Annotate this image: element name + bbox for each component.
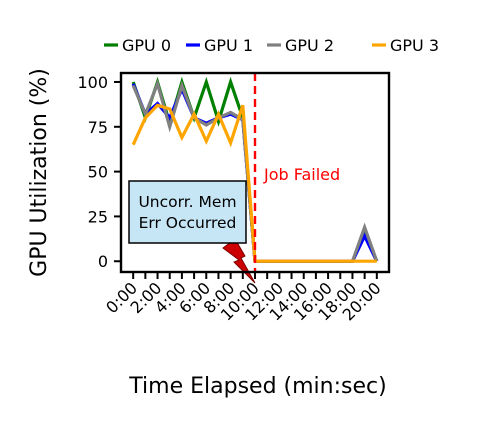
- x-axis: 0:002:004:006:008:0010:0012:0014:0016:00…: [102, 272, 385, 324]
- legend-label: GPU 1: [204, 36, 253, 55]
- legend-label: GPU 0: [122, 36, 171, 55]
- annotation-text-line: Err Occurred: [139, 214, 237, 232]
- lightning-arrow-icon: [222, 238, 256, 284]
- y-tick-label: 0: [98, 252, 108, 271]
- legend-label: GPU 2: [285, 36, 334, 55]
- y-axis: 0 25 50 75 100: [77, 73, 121, 271]
- y-tick-label: 25: [88, 207, 108, 226]
- annotation-text-line: Uncorr. Mem: [138, 193, 236, 211]
- annotation-layer: Uncorr. Mem Err Occurred: [128, 180, 256, 284]
- legend-label: GPU 3: [390, 36, 439, 55]
- y-tick-label: 75: [88, 118, 108, 137]
- x-axis-label: Time Elapsed (min:sec): [128, 374, 386, 399]
- job-failed-layer: Job Failed: [253, 73, 340, 272]
- y-tick-label: 100: [77, 73, 108, 92]
- legend: GPU 0 GPU 1 GPU 2 GPU 3: [104, 36, 439, 55]
- annotation-box: [128, 180, 247, 244]
- y-tick-label: 50: [88, 163, 108, 182]
- y-axis-label: GPU Utilization (%): [27, 68, 52, 277]
- job-failed-label: Job Failed: [263, 165, 340, 184]
